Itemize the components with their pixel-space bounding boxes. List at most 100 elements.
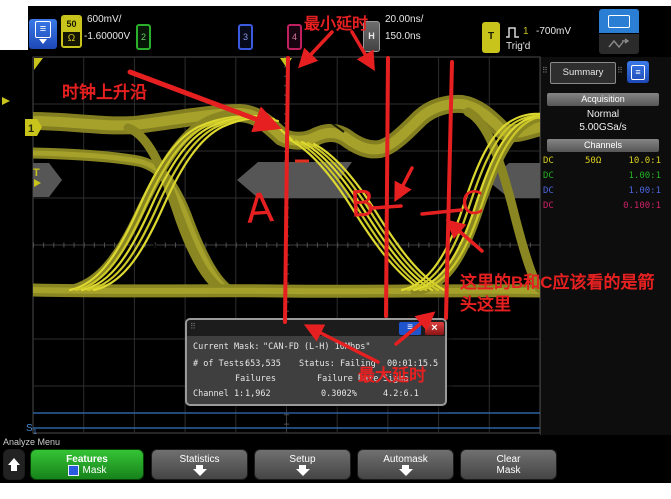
trigger-status: Trig'd [506,41,531,52]
setup-label: Setup [289,453,316,465]
ch1-coupling: DC [543,156,554,166]
channel-row: DC 1.00:1 [543,186,665,196]
ch4-button[interactable]: 4 [287,24,302,50]
svg-text:1: 1 [28,123,34,135]
hamburger-icon: ≡ [35,20,51,38]
col-sigma: Sigma [383,374,409,384]
timebase-scale[interactable]: 20.00ns/ [385,14,424,25]
trigger-badge[interactable]: T [482,22,500,53]
svg-text:S: S [26,423,33,434]
main-menu-button[interactable]: ≡ [29,19,57,49]
row-failure-rate: 0.3002% [321,389,357,399]
channel-row: DC 0.100:1 [543,201,665,211]
menu-button-setup[interactable]: Setup [254,449,351,480]
sidebar-panel: ⠿ Summary ⠿ ≡ Acquisition Normal 5.00GSa… [540,57,671,435]
ch3-probe: 1.00:1 [628,186,661,196]
max-delay-note: 最大延时 [358,366,426,385]
tab-summary[interactable]: Summary [550,62,616,84]
channel-row: DC 50Ω 10.0:1 [543,156,665,166]
grip-dots-right: ⠿ [617,66,623,75]
channels-header[interactable]: Channels [547,139,659,152]
automask-label: Automask [383,453,428,465]
timebase-delay[interactable]: 150.0ns [385,31,421,42]
arrow-down-icon [192,464,207,476]
row-channel-label: Channel 1: [193,389,245,399]
ch1-offset[interactable]: -1.60000V [84,31,131,42]
clear-sub-label: Mask [496,464,521,476]
dialog-menu-button[interactable]: ≡ [399,321,421,335]
ch4-probe: 0.100:1 [623,201,661,211]
acquisition-mode: Normal [586,109,620,120]
elapsed-time: 00:01:15.5 [387,359,439,369]
ohm-icon: Ω [63,32,80,46]
chevron-down-icon [39,38,47,48]
svg-text:1: 1 [33,429,37,436]
arrow-down-icon [295,464,310,476]
trigger-level[interactable]: -700mV [536,26,572,37]
col-failure-rate: Failure Rate [317,374,379,384]
bc-note: 这里的B和C应该看的是箭 头这里 [460,272,655,316]
grip-dots: ⠿ [190,322,196,331]
sidebar-tab-row: ⠿ Summary ⠿ ≡ [541,60,671,86]
trace-texture [105,121,345,255]
ch1-impedance-value: 50 [63,17,80,32]
ch1-ground-marker[interactable]: 1 [25,119,42,136]
mask-rect-icon [608,14,630,28]
serial-lane [33,412,540,429]
row-sigma: 4.2:6.1 [383,389,419,399]
sidebar-menu-button[interactable]: ≡ [627,61,649,83]
delay-reference-marker [34,58,43,70]
pulse-slope-icon [506,27,519,38]
tests-label: # of Tests: [193,359,250,369]
left-edge-marker-icon [2,97,10,105]
serial-bus-label[interactable]: S 1 [26,423,37,436]
ch4-coupling: DC [543,201,554,211]
ch1-scale[interactable]: 600mV/ [87,14,122,25]
mask-checkbox[interactable] [67,464,79,476]
ch1-impedance: 50Ω [585,156,602,166]
trigger-source: 1 [523,26,529,37]
mask-test-button[interactable] [599,9,639,33]
tests-value: 653,535 [245,359,281,369]
menu-button-clear-mask[interactable]: Clear Mask [460,449,557,480]
ch1-probe: 10.0:1 [628,156,661,166]
mask-label: Current Mask: [193,342,260,352]
hamburger-icon: ≡ [631,64,645,80]
clear-label: Clear [496,453,521,465]
menu-button-automask[interactable]: Automask [357,449,454,480]
page-corner [0,6,28,50]
acquisition-header[interactable]: Acquisition [547,93,659,106]
menu-button-statistics[interactable]: Statistics [151,449,248,480]
min-delay-note: 最小延时 [304,16,369,33]
channel-row: DC 1.00:1 [543,171,665,181]
waveform-tool-button[interactable] [599,34,639,54]
features-sub-label: Mask [82,464,107,476]
menu-back-button[interactable] [3,449,25,480]
clock-edge-note: 时钟上升沿 [62,83,147,102]
svg-text:T: T [33,167,40,179]
bc-note-line1: 这里的B和C应该看的是箭 [460,273,655,292]
menu-title: Analyze Menu [3,437,61,447]
trigger-time-marker[interactable] [280,58,292,67]
ch3-coupling: DC [543,186,554,196]
sample-rate: 5.00GSa/s [579,122,627,133]
waveform-icon [608,38,630,49]
mask-regions [33,162,540,198]
trigger-level-marker[interactable]: T [33,167,41,187]
dialog-titlebar[interactable]: ⠿ ≡ × [187,320,445,336]
bc-note-line2: 头这里 [460,295,511,314]
arrow-down-icon [398,464,413,476]
status-text: Status: Failing [299,359,376,369]
close-icon[interactable]: × [425,321,444,335]
features-label: Features [66,453,108,465]
row-failures: 1,962 [245,389,271,399]
ch1-impedance-badge[interactable]: 50 Ω [61,15,82,48]
ch2-coupling: DC [543,171,554,181]
ch3-button[interactable]: 3 [238,24,253,50]
col-failures: Failures [235,374,276,384]
menu-button-features[interactable]: Features Mask [30,449,144,480]
ch2-probe: 1.00:1 [628,171,661,181]
mask-name: "CAN-FD (L-H) 10Mbps" [263,342,371,352]
ch2-button[interactable]: 2 [136,24,151,50]
